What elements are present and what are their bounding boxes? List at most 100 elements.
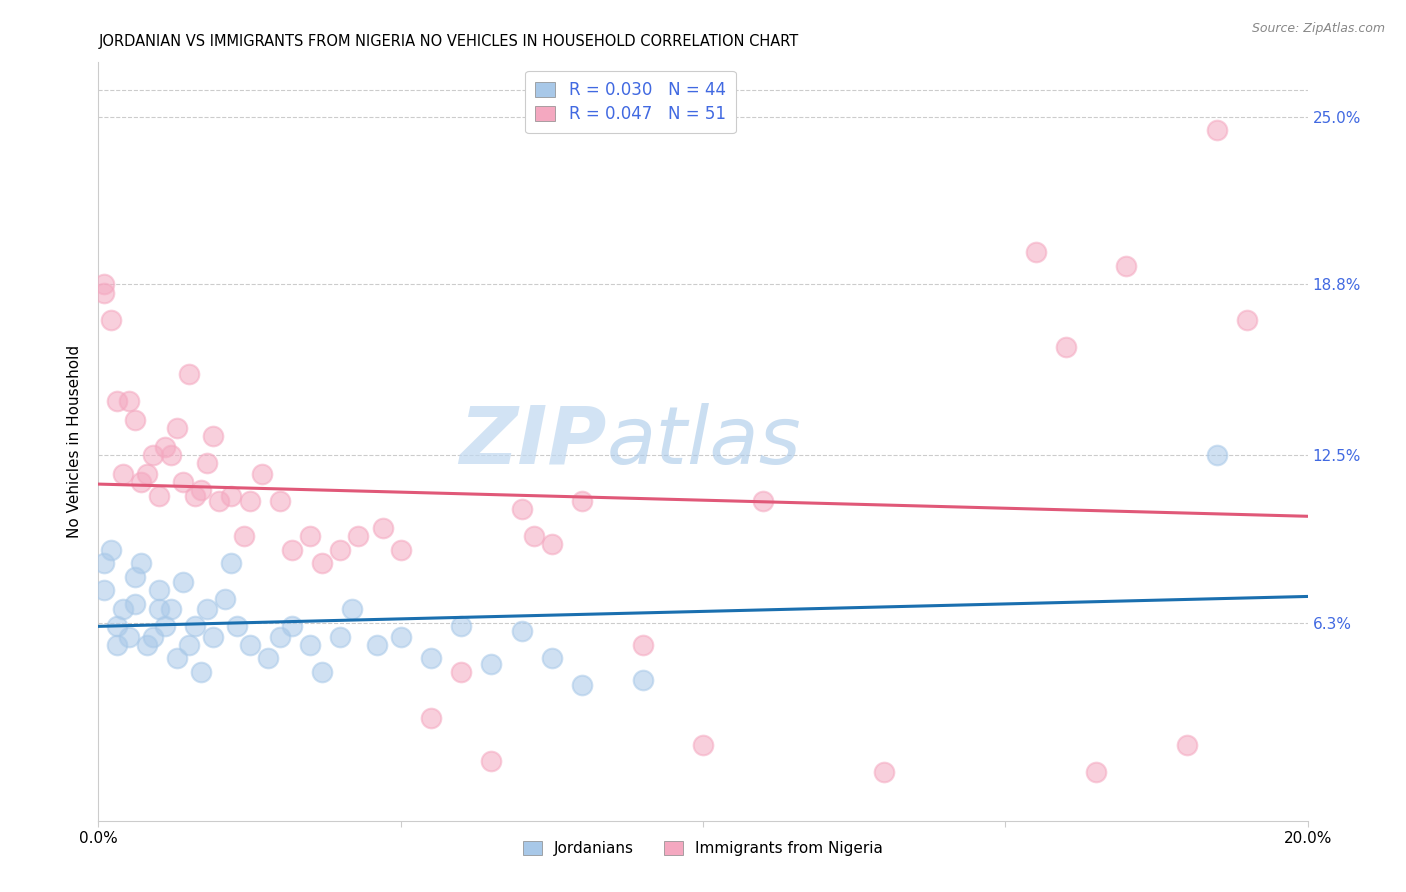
Point — [540, 537, 562, 551]
Legend: Jordanians, Immigrants from Nigeria: Jordanians, Immigrants from Nigeria — [517, 835, 889, 863]
Point — [184, 618, 207, 632]
Point — [1085, 764, 1108, 779]
Point — [1236, 312, 1258, 326]
Point — [342, 602, 364, 616]
Point — [148, 489, 170, 503]
Point — [299, 529, 322, 543]
Point — [299, 638, 322, 652]
Point — [221, 489, 243, 503]
Point — [1024, 244, 1046, 259]
Point — [510, 624, 533, 639]
Point — [269, 630, 291, 644]
Point — [124, 413, 146, 427]
Point — [221, 557, 243, 571]
Point — [540, 651, 562, 665]
Point — [232, 529, 254, 543]
Point — [93, 583, 115, 598]
Point — [111, 467, 134, 481]
Point — [389, 542, 412, 557]
Point — [100, 542, 122, 557]
Point — [420, 651, 443, 665]
Point — [450, 618, 472, 632]
Point — [1175, 738, 1198, 752]
Point — [129, 475, 152, 490]
Point — [124, 570, 146, 584]
Point — [202, 429, 225, 443]
Point — [250, 467, 273, 481]
Point — [153, 618, 176, 632]
Point — [450, 665, 472, 679]
Point — [105, 638, 128, 652]
Point — [172, 575, 194, 590]
Text: Source: ZipAtlas.com: Source: ZipAtlas.com — [1251, 22, 1385, 36]
Point — [166, 651, 188, 665]
Point — [214, 591, 236, 606]
Point — [281, 542, 304, 557]
Point — [202, 630, 225, 644]
Point — [269, 494, 291, 508]
Point — [179, 367, 201, 381]
Point — [226, 618, 249, 632]
Point — [256, 651, 278, 665]
Point — [118, 630, 141, 644]
Point — [153, 440, 176, 454]
Point — [148, 583, 170, 598]
Point — [329, 542, 352, 557]
Point — [105, 393, 128, 408]
Point — [631, 638, 654, 652]
Text: atlas: atlas — [606, 402, 801, 481]
Point — [1115, 259, 1137, 273]
Point — [389, 630, 412, 644]
Point — [366, 638, 388, 652]
Point — [208, 494, 231, 508]
Point — [1054, 340, 1077, 354]
Point — [118, 393, 141, 408]
Point — [195, 602, 218, 616]
Point — [329, 630, 352, 644]
Point — [172, 475, 194, 490]
Text: JORDANIAN VS IMMIGRANTS FROM NIGERIA NO VEHICLES IN HOUSEHOLD CORRELATION CHART: JORDANIAN VS IMMIGRANTS FROM NIGERIA NO … — [98, 34, 799, 49]
Point — [752, 494, 775, 508]
Point — [371, 521, 394, 535]
Point — [142, 630, 165, 644]
Point — [281, 618, 304, 632]
Point — [420, 711, 443, 725]
Point — [239, 494, 262, 508]
Point — [160, 602, 183, 616]
Point — [195, 456, 218, 470]
Point — [481, 754, 503, 768]
Point — [571, 494, 593, 508]
Point — [105, 618, 128, 632]
Point — [190, 483, 212, 498]
Point — [190, 665, 212, 679]
Point — [184, 489, 207, 503]
Point — [631, 673, 654, 687]
Point — [179, 638, 201, 652]
Point — [142, 448, 165, 462]
Point — [111, 602, 134, 616]
Point — [571, 678, 593, 692]
Point — [311, 665, 333, 679]
Point — [510, 502, 533, 516]
Y-axis label: No Vehicles in Household: No Vehicles in Household — [67, 345, 83, 538]
Point — [873, 764, 896, 779]
Text: ZIP: ZIP — [458, 402, 606, 481]
Point — [135, 467, 157, 481]
Point — [129, 557, 152, 571]
Point — [93, 277, 115, 292]
Point — [239, 638, 262, 652]
Point — [93, 285, 115, 300]
Point — [347, 529, 370, 543]
Point — [1206, 123, 1229, 137]
Point — [311, 557, 333, 571]
Point — [1206, 448, 1229, 462]
Point — [160, 448, 183, 462]
Point — [148, 602, 170, 616]
Point — [523, 529, 546, 543]
Point — [481, 657, 503, 671]
Point — [166, 421, 188, 435]
Point — [692, 738, 714, 752]
Point — [135, 638, 157, 652]
Point — [100, 312, 122, 326]
Point — [93, 557, 115, 571]
